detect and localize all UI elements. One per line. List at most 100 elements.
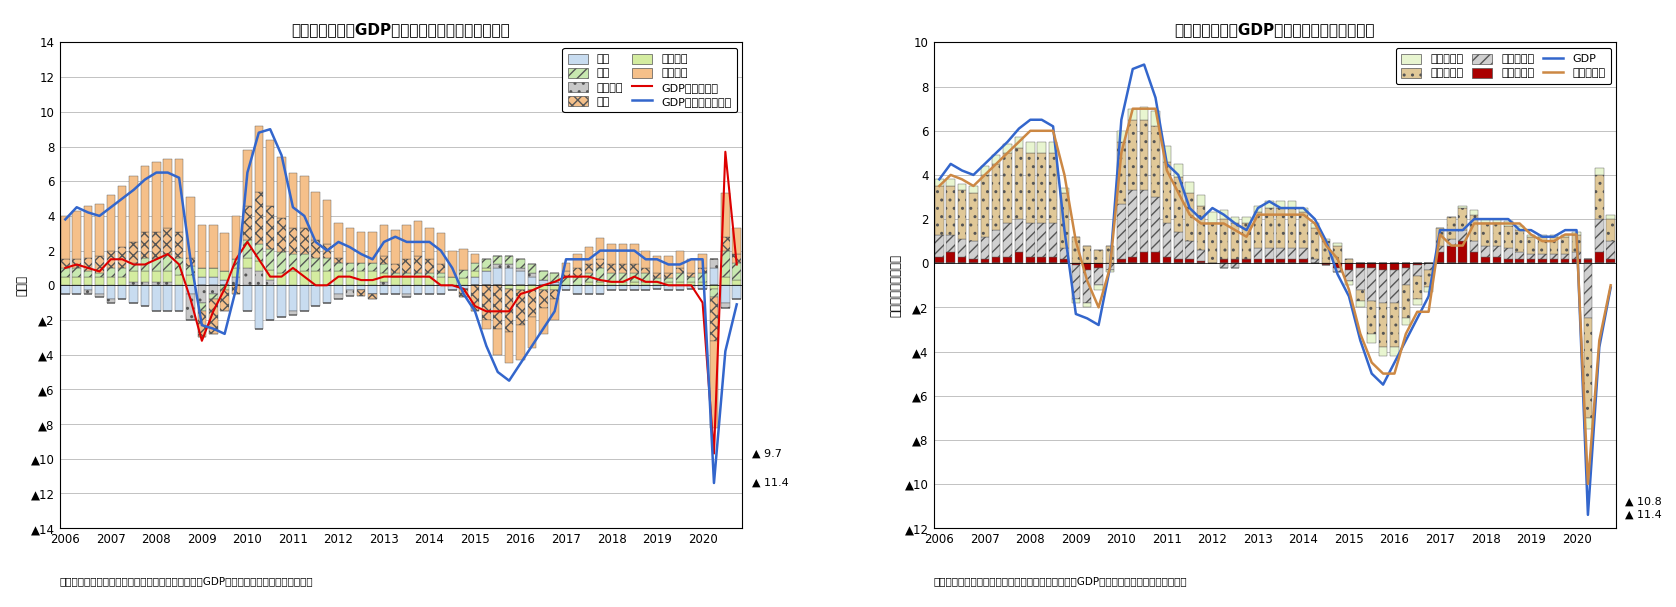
Bar	[550, 291, 558, 299]
Bar	[243, 150, 251, 206]
Bar	[992, 257, 1001, 263]
Bar	[687, 277, 696, 282]
Bar	[550, 285, 558, 291]
Bar	[1299, 259, 1307, 263]
Bar	[231, 268, 240, 277]
Bar	[709, 289, 719, 297]
Bar	[947, 234, 955, 252]
Bar	[1368, 268, 1376, 300]
Bar	[1334, 243, 1342, 246]
Bar	[1322, 263, 1331, 265]
Bar	[1425, 288, 1433, 292]
Bar	[664, 279, 672, 282]
Bar	[210, 299, 218, 334]
Bar	[288, 254, 297, 271]
Bar	[597, 239, 605, 259]
Bar	[585, 247, 593, 265]
Bar	[60, 216, 70, 259]
Bar	[288, 311, 297, 315]
Bar	[1493, 257, 1502, 263]
Bar	[164, 254, 173, 271]
Bar	[1242, 223, 1250, 259]
Bar	[1322, 239, 1331, 241]
Bar	[1560, 234, 1569, 237]
Bar	[1277, 248, 1285, 259]
Bar	[153, 257, 161, 271]
Bar	[1539, 254, 1547, 259]
Bar	[699, 254, 707, 268]
Bar	[1311, 223, 1319, 228]
Bar	[1560, 237, 1569, 254]
Bar	[1265, 248, 1274, 259]
Bar	[186, 257, 194, 266]
Bar	[957, 257, 967, 263]
Bar	[345, 291, 354, 296]
Bar	[1140, 106, 1148, 120]
Bar	[459, 279, 468, 285]
Bar	[528, 273, 536, 277]
Bar	[1356, 290, 1364, 300]
Bar	[243, 240, 251, 257]
Bar	[334, 257, 342, 263]
Bar	[357, 285, 365, 291]
Bar	[357, 271, 365, 285]
Bar	[1470, 252, 1478, 263]
Bar	[1277, 208, 1285, 248]
Bar	[129, 271, 137, 282]
Bar	[550, 299, 558, 320]
Bar	[471, 263, 479, 271]
Bar	[447, 285, 456, 291]
Bar	[186, 275, 194, 285]
Bar	[1436, 246, 1445, 252]
Bar	[380, 265, 389, 273]
Bar	[220, 271, 230, 280]
Bar	[1356, 268, 1364, 290]
Bar	[947, 252, 955, 263]
Bar	[483, 320, 491, 328]
Bar	[174, 257, 183, 275]
Bar	[1389, 263, 1399, 270]
Bar	[1049, 223, 1058, 257]
Bar	[585, 285, 593, 294]
Bar	[1151, 111, 1160, 126]
Bar	[992, 230, 1001, 257]
Bar	[1287, 208, 1296, 248]
Bar	[243, 268, 251, 285]
Bar	[1334, 268, 1342, 272]
Bar	[1083, 303, 1091, 307]
Bar	[1197, 206, 1205, 250]
Bar	[1550, 234, 1559, 237]
Bar	[607, 273, 615, 282]
Bar	[1503, 248, 1512, 259]
Bar	[1299, 248, 1307, 259]
Bar	[1572, 232, 1580, 234]
Bar	[1334, 263, 1342, 268]
Bar	[1344, 263, 1353, 270]
Bar	[1299, 212, 1307, 248]
Bar	[402, 294, 411, 297]
Bar	[266, 206, 275, 249]
Bar	[1254, 248, 1262, 259]
Bar	[540, 308, 548, 334]
Bar	[164, 282, 173, 285]
Bar	[117, 247, 126, 268]
Bar	[1230, 263, 1240, 268]
Bar	[618, 243, 627, 265]
Bar	[1140, 120, 1148, 191]
Bar	[687, 259, 696, 273]
Bar	[459, 270, 468, 279]
Bar	[1014, 252, 1024, 263]
Bar	[1560, 254, 1569, 259]
Bar	[129, 176, 137, 242]
Bar	[1287, 259, 1296, 263]
Bar	[1014, 149, 1024, 219]
Title: ブラジルの実質GDP成長率（需要項目別寄与度）: ブラジルの実質GDP成長率（需要項目別寄与度）	[292, 22, 511, 37]
Bar	[1482, 219, 1490, 223]
Bar	[96, 256, 104, 273]
Bar	[402, 225, 411, 259]
Bar	[323, 257, 332, 271]
Bar	[60, 268, 70, 277]
Bar	[969, 259, 977, 263]
Bar	[1265, 208, 1274, 248]
Bar	[1515, 226, 1523, 230]
